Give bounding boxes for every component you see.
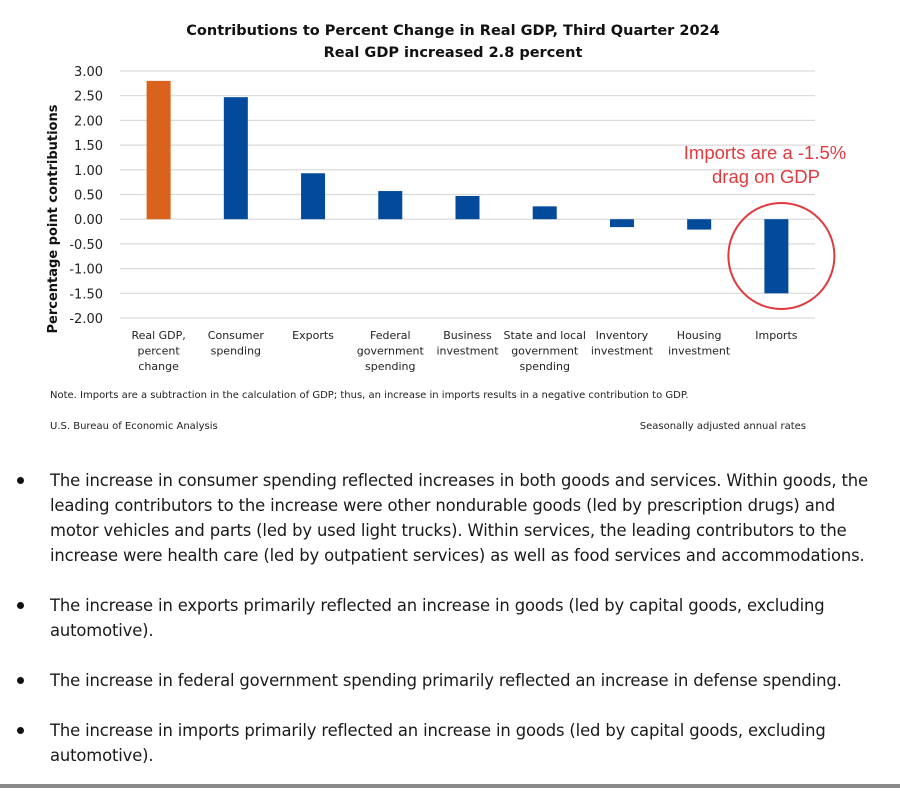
chart-source: U.S. Bureau of Economic Analysis (50, 421, 218, 432)
bar (223, 97, 248, 220)
x-category-label: Inventory investment (591, 329, 654, 358)
annotation-line-2: drag on GDP (712, 166, 820, 187)
bar (301, 173, 326, 220)
x-category-label: Consumer spending (208, 329, 265, 358)
bullet-text: The increase in consumer spending reflec… (50, 471, 868, 565)
bullet-dot-icon (17, 677, 24, 684)
y-tick-label: 1.00 (74, 164, 103, 179)
y-tick-label: -1.00 (69, 263, 103, 278)
chart-subtitle: Real GDP increased 2.8 percent (324, 45, 583, 61)
bar (687, 219, 712, 230)
chart-note: Note. Imports are a subtraction in the c… (50, 390, 689, 401)
bar (532, 206, 557, 220)
x-category-label: Business investment (436, 329, 499, 358)
highlight-circle (727, 202, 836, 310)
bar (455, 195, 480, 220)
bullet-text: The increase in federal government spend… (50, 671, 842, 690)
bullet-text: The increase in exports primarily reflec… (50, 596, 825, 640)
x-category-label: Imports (755, 329, 798, 342)
y-tick-label: 0.00 (74, 213, 103, 228)
x-category-label: Federal government spending (357, 329, 425, 373)
bottom-divider (0, 784, 900, 788)
x-category-label: Exports (292, 329, 334, 342)
y-tick-label: 1.50 (74, 139, 103, 154)
bullet-item: The increase in exports primarily reflec… (0, 593, 900, 643)
bullet-item: The increase in consumer spending reflec… (0, 468, 900, 568)
bar (146, 80, 171, 220)
y-tick-label: -1.50 (69, 287, 103, 302)
x-category-label: State and local government spending (504, 329, 586, 373)
annotation-line-1: Imports are a -1.5% (684, 142, 846, 163)
bar (764, 219, 789, 294)
gdp-contributions-chart: Contributions to Percent Change in Real … (46, 23, 846, 432)
y-tick-label: 3.00 (74, 65, 103, 80)
y-tick-label: 2.00 (74, 114, 103, 129)
bullet-text: The increase in imports primarily reflec… (50, 721, 826, 765)
x-category-label: Housing investment (668, 329, 731, 358)
annotation: Imports are a -1.5% drag on GDP (684, 142, 846, 310)
bullet-item: The increase in imports primarily reflec… (0, 718, 900, 768)
bullet-dot-icon (17, 727, 24, 734)
x-category-label: Real GDP, percent change (131, 329, 185, 373)
bullet-dot-icon (17, 602, 24, 609)
bars (146, 80, 789, 294)
bullet-dot-icon (17, 477, 24, 484)
x-axis-categories: Real GDP, percent change Consumer spending Ex… (131, 329, 797, 373)
bar (609, 219, 634, 228)
y-tick-label: 0.50 (74, 189, 103, 204)
summary-bullets: The increase in consumer spending reflec… (0, 468, 900, 793)
y-tick-label: -0.50 (69, 238, 103, 253)
rates-note: Seasonally adjusted annual rates (640, 421, 806, 432)
y-tick-label: 2.50 (74, 90, 103, 105)
y-axis-ticks: 3.00 2.50 2.00 1.50 1.00 0.50 0.00 -0.50 -1.00 -1… (69, 65, 103, 327)
y-tick-label: -2.00 (69, 312, 103, 327)
chart-title: Contributions to Percent Change in Real … (186, 23, 719, 39)
y-axis-label: Percentage point contributions (46, 104, 61, 333)
bar (378, 191, 403, 220)
bullet-item: The increase in federal government spend… (0, 668, 900, 693)
